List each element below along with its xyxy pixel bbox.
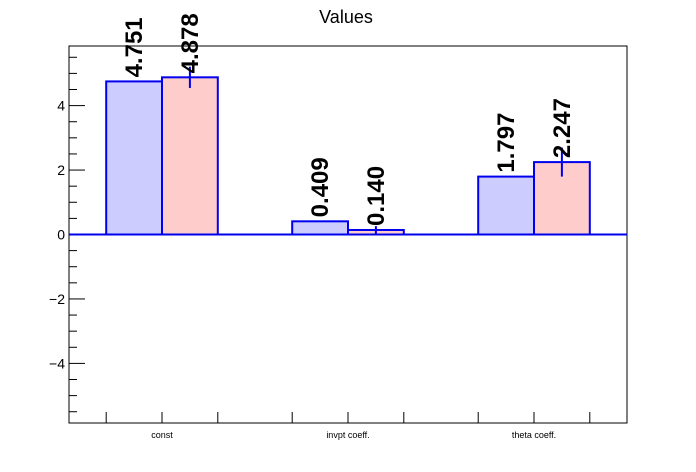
y-tick-label: 4 (57, 98, 65, 114)
y-tick-label: −4 (49, 355, 65, 371)
data-label: 0.409 (307, 157, 334, 217)
data-label: 4.751 (121, 17, 148, 77)
axis-ticks (69, 56, 591, 423)
data-label: 1.797 (493, 113, 520, 173)
bar (105, 80, 163, 236)
error-bars (188, 66, 563, 234)
x-category-labels: const invpt coeff. theta coeff. (151, 430, 556, 440)
y-tick-label: 2 (57, 162, 65, 178)
chart-title: Values (319, 7, 373, 27)
bar (161, 76, 219, 236)
data-label: 2.247 (549, 98, 576, 158)
x-category-label: invpt coeff. (326, 430, 369, 440)
data-label: 0.140 (363, 166, 390, 226)
x-category-label: const (151, 430, 173, 440)
bar (477, 175, 536, 236)
bar (291, 220, 350, 236)
data-labels: 4.751 4.878 0.409 0.140 1.797 2.247 (121, 13, 576, 226)
bars (105, 76, 591, 236)
y-tick-labels: −4 −2 0 2 4 (49, 98, 65, 372)
y-tick-label: 0 (57, 227, 65, 243)
x-category-label: theta coeff. (512, 430, 556, 440)
y-tick-label: −2 (49, 291, 65, 307)
data-label: 4.878 (177, 13, 204, 73)
